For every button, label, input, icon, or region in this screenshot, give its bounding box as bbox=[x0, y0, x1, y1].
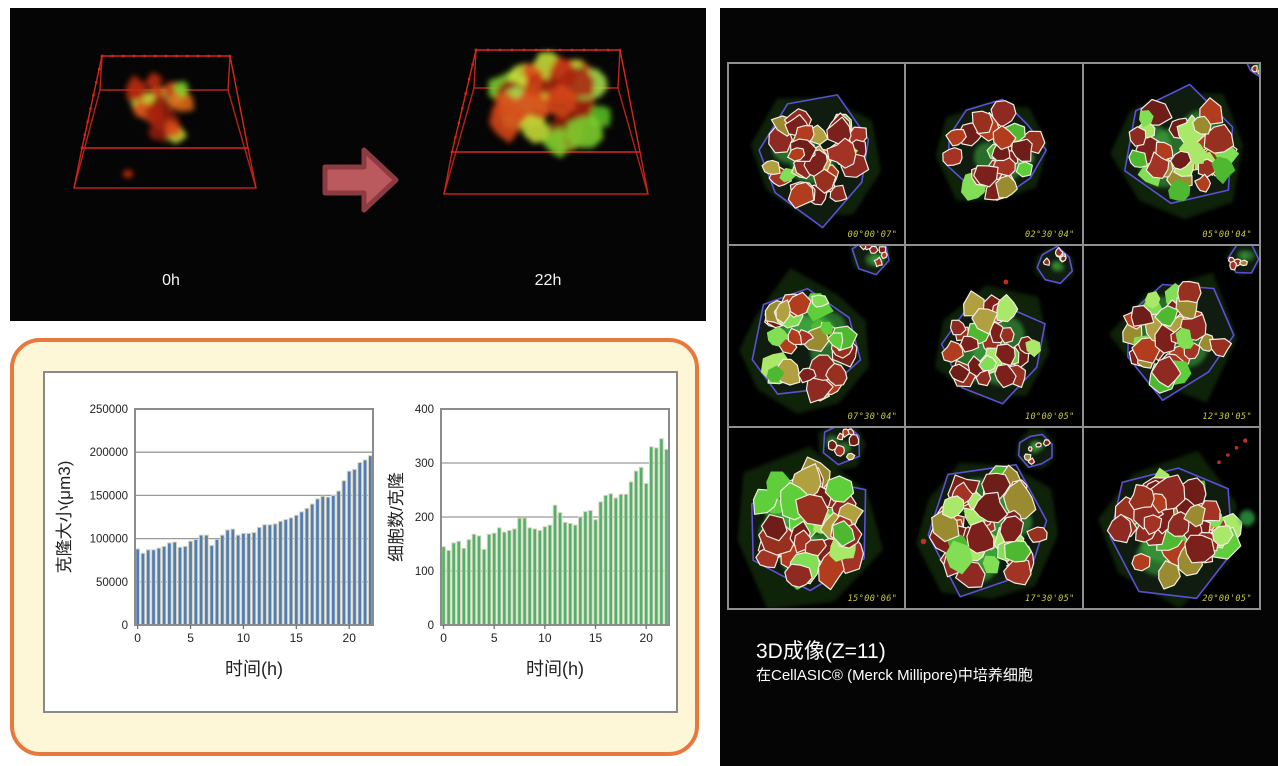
svg-text:20: 20 bbox=[343, 631, 357, 645]
microscopy-frame: 20°00'05" bbox=[1083, 428, 1259, 608]
svg-text:200: 200 bbox=[415, 512, 434, 524]
microscopy-frame: 07°30'04" bbox=[729, 246, 905, 426]
time-label-start: 0h bbox=[162, 272, 180, 289]
microscopy-panel: 00°00'07" 02°30'04" 05°00'04" 07°30'04" 10°0… bbox=[720, 8, 1278, 766]
spheroid-3d-render-0h bbox=[73, 54, 257, 189]
cell-cluster-image bbox=[935, 246, 1074, 405]
frame-timestamp: 17°30'05" bbox=[1024, 594, 1075, 604]
svg-text:时间(h): 时间(h) bbox=[526, 659, 584, 679]
growth-charts-panel: 0 50000 100000 150000 200000 250000 0 5 10 15 20 时间… bbox=[10, 338, 699, 756]
caption-3d-imaging: 3D成像(Z=11) bbox=[756, 640, 886, 663]
svg-text:50000: 50000 bbox=[96, 577, 128, 589]
microscopy-frame: 10°00'05" bbox=[906, 246, 1082, 426]
svg-text:200000: 200000 bbox=[90, 447, 128, 459]
cell-cluster-image bbox=[750, 94, 882, 229]
microscopy-caption: 3D成像(Z=11) 在CellASIC® (Merck Millipore)中… bbox=[756, 638, 1033, 686]
microscopy-frame: 15°00'06" bbox=[729, 428, 905, 608]
frame-timestamp: 02°30'04" bbox=[1024, 230, 1075, 240]
arrow-right-icon bbox=[322, 147, 399, 213]
svg-text:细胞数/克隆: 细胞数/克隆 bbox=[387, 472, 406, 562]
microscopy-frame: 02°30'04" bbox=[906, 64, 1082, 244]
frame-timestamp: 07°30'04" bbox=[847, 412, 898, 422]
frame-timestamp: 15°00'06" bbox=[847, 594, 898, 604]
microscopy-frame: 12°30'05" bbox=[1083, 246, 1259, 426]
svg-text:15: 15 bbox=[290, 631, 304, 645]
svg-text:10: 10 bbox=[237, 631, 251, 645]
svg-text:300: 300 bbox=[415, 458, 434, 470]
frame-timestamp: 20°00'05" bbox=[1202, 594, 1252, 604]
svg-text:100000: 100000 bbox=[90, 534, 128, 546]
cell-cluster-image bbox=[1108, 246, 1259, 403]
clone-size-bar-chart: 0 50000 100000 150000 200000 250000 0 5 10 15 20 时间… bbox=[55, 404, 374, 679]
caption-cellasic: 在CellASIC® (Merck Millipore)中培养细胞 bbox=[756, 667, 1033, 684]
frame-timestamp: 00°00'07" bbox=[847, 230, 898, 240]
cells-per-clone-bar-chart: 0 100 200 300 400 0 5 10 15 20 时间(h) 细胞数/克隆 bbox=[387, 404, 670, 679]
svg-text:15: 15 bbox=[589, 631, 603, 645]
svg-text:0: 0 bbox=[440, 631, 447, 645]
spheroid-3d-render-22h bbox=[443, 48, 649, 195]
time-label-end: 22h bbox=[534, 272, 562, 289]
charts-frame: 0 50000 100000 150000 200000 250000 0 5 10 15 20 时间… bbox=[43, 371, 678, 713]
svg-text:5: 5 bbox=[491, 631, 498, 645]
svg-text:0: 0 bbox=[134, 631, 141, 645]
svg-text:100: 100 bbox=[415, 566, 434, 578]
frame-timestamp: 10°00'05" bbox=[1024, 412, 1075, 422]
svg-text:400: 400 bbox=[415, 404, 434, 416]
cell-cluster-image bbox=[1097, 438, 1255, 608]
svg-text:0: 0 bbox=[122, 620, 128, 632]
cell-cluster-image bbox=[737, 428, 884, 608]
svg-text:0: 0 bbox=[428, 620, 434, 632]
microscopy-frame: 05°00'04" bbox=[1083, 64, 1259, 244]
svg-text:10: 10 bbox=[538, 631, 552, 645]
svg-text:克隆大小(μm3): 克隆大小(μm3) bbox=[55, 461, 74, 574]
cell-cluster-image bbox=[739, 246, 891, 414]
frame-timestamp: 12°30'05" bbox=[1202, 412, 1252, 422]
svg-text:5: 5 bbox=[187, 631, 194, 645]
microscopy-frame: 17°30'05" bbox=[906, 428, 1082, 608]
timelapse-3d-panel: 0h 22h bbox=[10, 8, 706, 321]
microscopy-frame-grid: 00°00'07" 02°30'04" 05°00'04" 07°30'04" 10°0… bbox=[727, 62, 1261, 610]
svg-text:20: 20 bbox=[640, 631, 654, 645]
svg-text:时间(h): 时间(h) bbox=[225, 659, 283, 679]
microscopy-frame: 00°00'07" bbox=[729, 64, 905, 244]
svg-text:250000: 250000 bbox=[90, 404, 128, 416]
frame-timestamp: 05°00'04" bbox=[1202, 230, 1252, 240]
cell-cluster-image bbox=[916, 428, 1059, 599]
cell-cluster-image bbox=[1109, 64, 1259, 220]
svg-text:150000: 150000 bbox=[90, 490, 128, 502]
cell-cluster-image bbox=[935, 98, 1049, 201]
